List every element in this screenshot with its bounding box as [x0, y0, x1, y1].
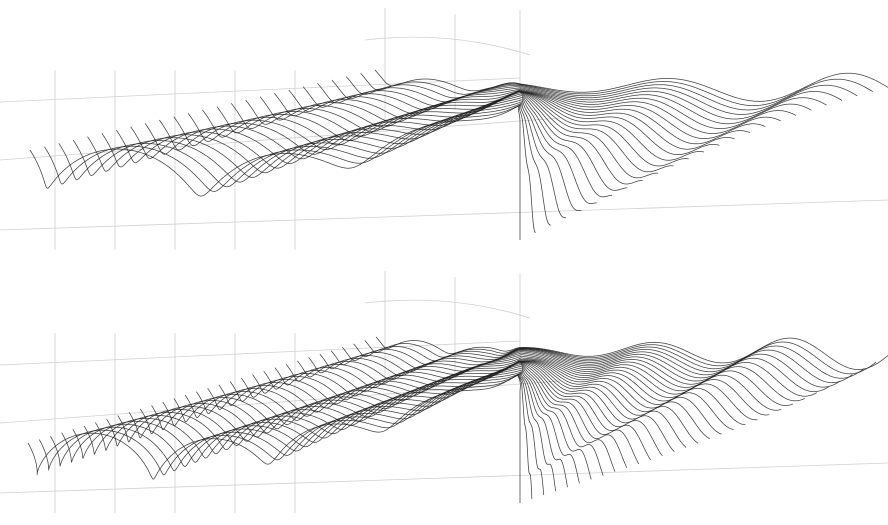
panel-bottom-helix-curve: [342, 347, 853, 384]
panel-bottom-helix-curve: [375, 336, 888, 370]
panel-top-helix-curve: [331, 79, 843, 115]
panel-bottom-helix-curve: [364, 340, 877, 375]
panel-bottom-curves: [27, 336, 888, 503]
panel-top-helix-curve: [130, 93, 628, 191]
panel-top-helix-curve: [202, 90, 705, 161]
panel-top: [0, 0, 888, 262]
panel-top-helix-curve: [29, 104, 521, 240]
panel-bottom-helix-curve: [240, 357, 746, 426]
panel-bottom: [0, 263, 888, 525]
panel-top-helix-curve: [259, 90, 766, 139]
panel-top-helix-curve: [173, 90, 674, 173]
panel-bottom-helix-curve: [285, 351, 794, 406]
panel-bottom-helix-curve: [173, 361, 675, 452]
panel-bottom-grid: [0, 271, 888, 513]
panel-bottom-helix-curve: [263, 354, 770, 416]
panel-top-helix-curve: [144, 91, 643, 185]
panel-top-helix-curve: [274, 89, 781, 134]
panel-bottom-helix-curve: [128, 362, 628, 468]
panel-top-helix-curve: [346, 76, 858, 111]
panel-top-helix-curve: [374, 69, 888, 102]
panel-top-grid-line: [0, 77, 521, 103]
panel-bottom-helix-curve: [330, 348, 841, 388]
panel-bottom-helix-curve: [229, 358, 734, 430]
panel-bottom-helix-curve: [184, 361, 687, 448]
panel-top-canvas: [0, 8, 888, 250]
panel-top-helix-curve: [87, 99, 582, 211]
panel-bottom-helix-curve: [218, 359, 722, 435]
panel-bottom-canvas: [0, 271, 888, 513]
panel-bottom-helix-curve: [353, 343, 865, 379]
panel-bottom-helix-curve: [162, 361, 663, 457]
panel-top-helix-curve: [230, 91, 735, 150]
panel-top-helix-curve: [317, 83, 827, 120]
panel-top-helix-curve: [101, 96, 597, 204]
panel-top-helix-curve: [245, 90, 751, 145]
panel-top-grid-arc: [364, 36, 531, 56]
panel-bottom-helix-curve: [27, 373, 521, 503]
panel-bottom-helix-curve: [117, 363, 616, 472]
panel-bottom-helix-curve: [38, 373, 533, 500]
panel-top-helix-curve: [44, 104, 536, 233]
panel-bottom-helix-curve: [95, 367, 592, 480]
panel-top-helix-curve: [360, 73, 873, 106]
panel-bottom-grid-line: [0, 462, 888, 494]
panel-bottom-helix-curve: [252, 355, 758, 421]
panel-top-helix-curve: [58, 102, 551, 226]
panel-bottom-helix-curve: [207, 360, 711, 440]
panel-top-grid-line: [0, 199, 888, 231]
panel-top-helix-curve: [115, 94, 612, 198]
panel-top-helix-curve: [216, 91, 720, 155]
panel-bottom-grid-arc: [364, 299, 531, 319]
panel-top-grid: [0, 8, 888, 250]
panel-top-curves: [29, 69, 888, 240]
panel-bottom-helix-curve: [196, 361, 699, 444]
